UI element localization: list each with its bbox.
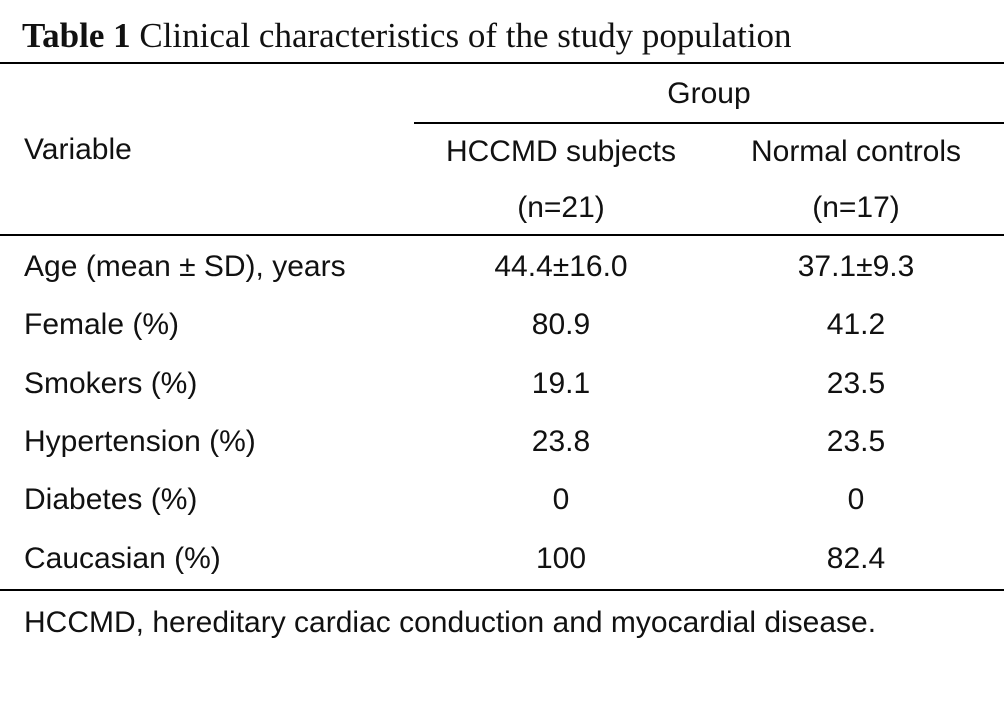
row-value-age-hccmd: 44.4±16.0 [494,250,628,283]
row-label-age: Age (mean ± SD), years [24,250,346,283]
row-label-diabetes: Diabetes (%) [24,483,198,516]
row-value-diabetes-control: 0 [847,483,865,516]
header-rule [0,234,1004,236]
row-value-caucasian-control: 82.4 [826,542,886,575]
row-value-female-control: 41.2 [826,308,886,341]
table-number: Table 1 [22,16,131,55]
header-control-n: (n=17) [812,191,900,224]
row-value-hypertension-control: 23.5 [826,425,886,458]
row-value-smokers-hccmd: 19.1 [531,367,591,400]
row-value-female-hccmd: 80.9 [531,308,591,341]
row-label-female: Female (%) [24,308,180,341]
header-control-name: Normal controls [750,135,962,168]
row-value-age-control: 37.1±9.3 [797,250,915,283]
row-label-caucasian: Caucasian (%) [24,542,221,575]
row-value-smokers-control: 23.5 [826,367,886,400]
row-label-smokers: Smokers (%) [24,367,198,400]
group-rule [414,122,1004,124]
row-label-hypertension: Hypertension (%) [24,425,256,458]
header-hccmd-n: (n=21) [517,191,605,224]
header-group: Group [667,77,751,110]
bottom-rule [0,589,1004,591]
table-footnote: HCCMD, hereditary cardiac conduction and… [24,606,877,639]
table-title: Clinical characteristics of the study po… [139,16,792,55]
row-value-diabetes-hccmd: 0 [552,483,570,516]
row-value-caucasian-hccmd: 100 [535,542,587,575]
top-rule [0,62,1004,64]
header-hccmd-name: HCCMD subjects [445,135,677,168]
row-value-hypertension-hccmd: 23.8 [531,425,591,458]
header-variable: Variable [24,133,132,166]
table-caption: Table 1 Clinical characteristics of the … [22,14,792,58]
